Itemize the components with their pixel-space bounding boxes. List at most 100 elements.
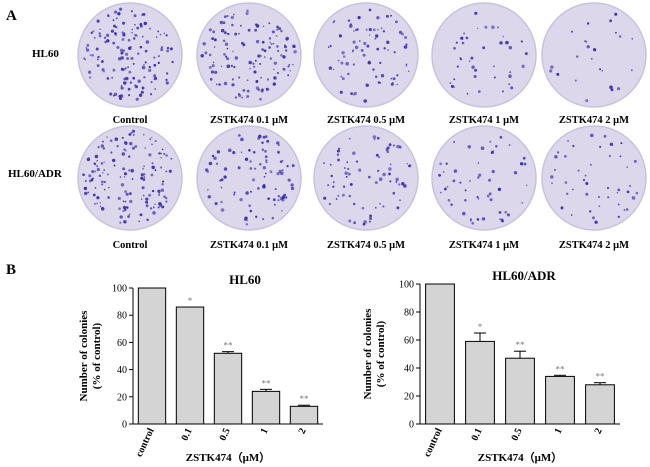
colony-dot — [134, 84, 137, 87]
colony-dot — [158, 152, 161, 155]
colony-dot — [586, 22, 590, 25]
colony-dot — [249, 67, 251, 70]
colony-dot — [258, 162, 262, 166]
significance-marker: ** — [224, 341, 234, 351]
colony-dot — [619, 155, 622, 158]
colony-dish — [541, 2, 647, 108]
colony-dot — [554, 155, 558, 159]
colony-dot — [271, 30, 275, 34]
colony-dot — [276, 25, 279, 29]
colony-dot — [106, 39, 110, 43]
colony-dot — [328, 46, 330, 48]
colony-dot — [633, 159, 637, 163]
colony-dot — [100, 162, 104, 165]
colony-dot — [255, 23, 258, 27]
colony-dot — [232, 50, 234, 53]
colony-dot — [599, 68, 602, 71]
colony-dot — [506, 213, 511, 217]
significance-marker: * — [478, 322, 483, 332]
bar — [251, 390, 281, 425]
colony-dot — [224, 42, 229, 47]
colony-dot — [237, 166, 241, 170]
colony-dot — [91, 53, 94, 57]
colony-dot — [245, 191, 249, 195]
colony-dot — [226, 47, 229, 50]
colony-dot — [399, 199, 401, 201]
colony-dot — [601, 69, 604, 72]
colony-dot — [233, 193, 236, 196]
colony-dot — [486, 194, 490, 198]
colony-dot — [111, 76, 114, 79]
colony-dot — [113, 92, 118, 97]
colony-dot — [363, 220, 367, 224]
colony-dot — [450, 203, 453, 206]
colony-dot — [254, 28, 258, 32]
colony-dot — [292, 63, 294, 66]
colony-dot — [143, 173, 146, 176]
colony-dot — [245, 11, 249, 16]
colony-dot — [123, 32, 126, 35]
colony-dot — [122, 210, 125, 213]
colony-dot — [88, 70, 92, 74]
colony-dot — [222, 21, 226, 25]
colony-dot — [453, 46, 456, 50]
colony-dot — [261, 48, 264, 51]
colony-dot — [284, 49, 288, 52]
colony-dot — [480, 146, 485, 150]
colony-dot — [148, 27, 152, 30]
colony-dot — [83, 57, 86, 60]
colony-dot — [290, 183, 294, 187]
colony-dot — [102, 172, 104, 174]
colony-dot — [90, 31, 93, 34]
colony-dot — [83, 186, 88, 191]
colony-dot — [286, 164, 289, 168]
colony-dot — [143, 63, 145, 66]
colony-dot — [390, 82, 394, 86]
chart-title: HL60/ADR — [492, 268, 556, 283]
colony-dot — [121, 51, 124, 54]
colony-dot — [350, 92, 353, 95]
colony-dot — [89, 54, 92, 56]
colony-dot — [396, 206, 400, 210]
colony-dot — [131, 31, 133, 34]
colony-dot — [157, 189, 161, 193]
colony-dot — [337, 59, 340, 62]
colony-dot — [144, 61, 147, 64]
colony-dot — [246, 94, 250, 99]
colony-dot — [242, 44, 245, 47]
colony-dot — [386, 150, 389, 154]
colony-dot — [246, 89, 250, 93]
colony-dot — [282, 55, 286, 59]
colony-dot — [332, 185, 335, 188]
colony-dot — [340, 75, 343, 78]
colony-dot — [509, 71, 512, 74]
colony-dot — [277, 194, 281, 198]
colony-dot — [342, 193, 345, 197]
colony-dot — [289, 70, 291, 72]
colony-dot — [160, 188, 165, 192]
colony-dot — [339, 90, 343, 94]
colony-dot — [267, 197, 270, 200]
colony-dot — [118, 207, 121, 210]
colony-dot — [108, 186, 110, 189]
colony-dot — [166, 49, 170, 53]
colony-dot — [106, 173, 109, 176]
colony-dot — [498, 210, 502, 214]
colony-dot — [254, 167, 257, 170]
colony-dot — [119, 215, 123, 219]
colony-dot — [119, 221, 122, 224]
colony-dot — [603, 134, 607, 138]
colony-dot — [128, 213, 131, 216]
colony-dot — [476, 218, 480, 221]
colony-dot — [129, 192, 132, 195]
colony-dot — [96, 165, 99, 168]
colony-dot — [609, 85, 613, 90]
x-tick-label: control — [134, 426, 157, 458]
colony-dot — [476, 27, 479, 30]
colony-dot — [394, 20, 398, 24]
colony-dot — [94, 37, 96, 39]
colony-dot — [281, 195, 286, 199]
colony-dot — [469, 218, 473, 221]
colony-dot — [335, 198, 338, 200]
colony-dot — [249, 167, 253, 170]
